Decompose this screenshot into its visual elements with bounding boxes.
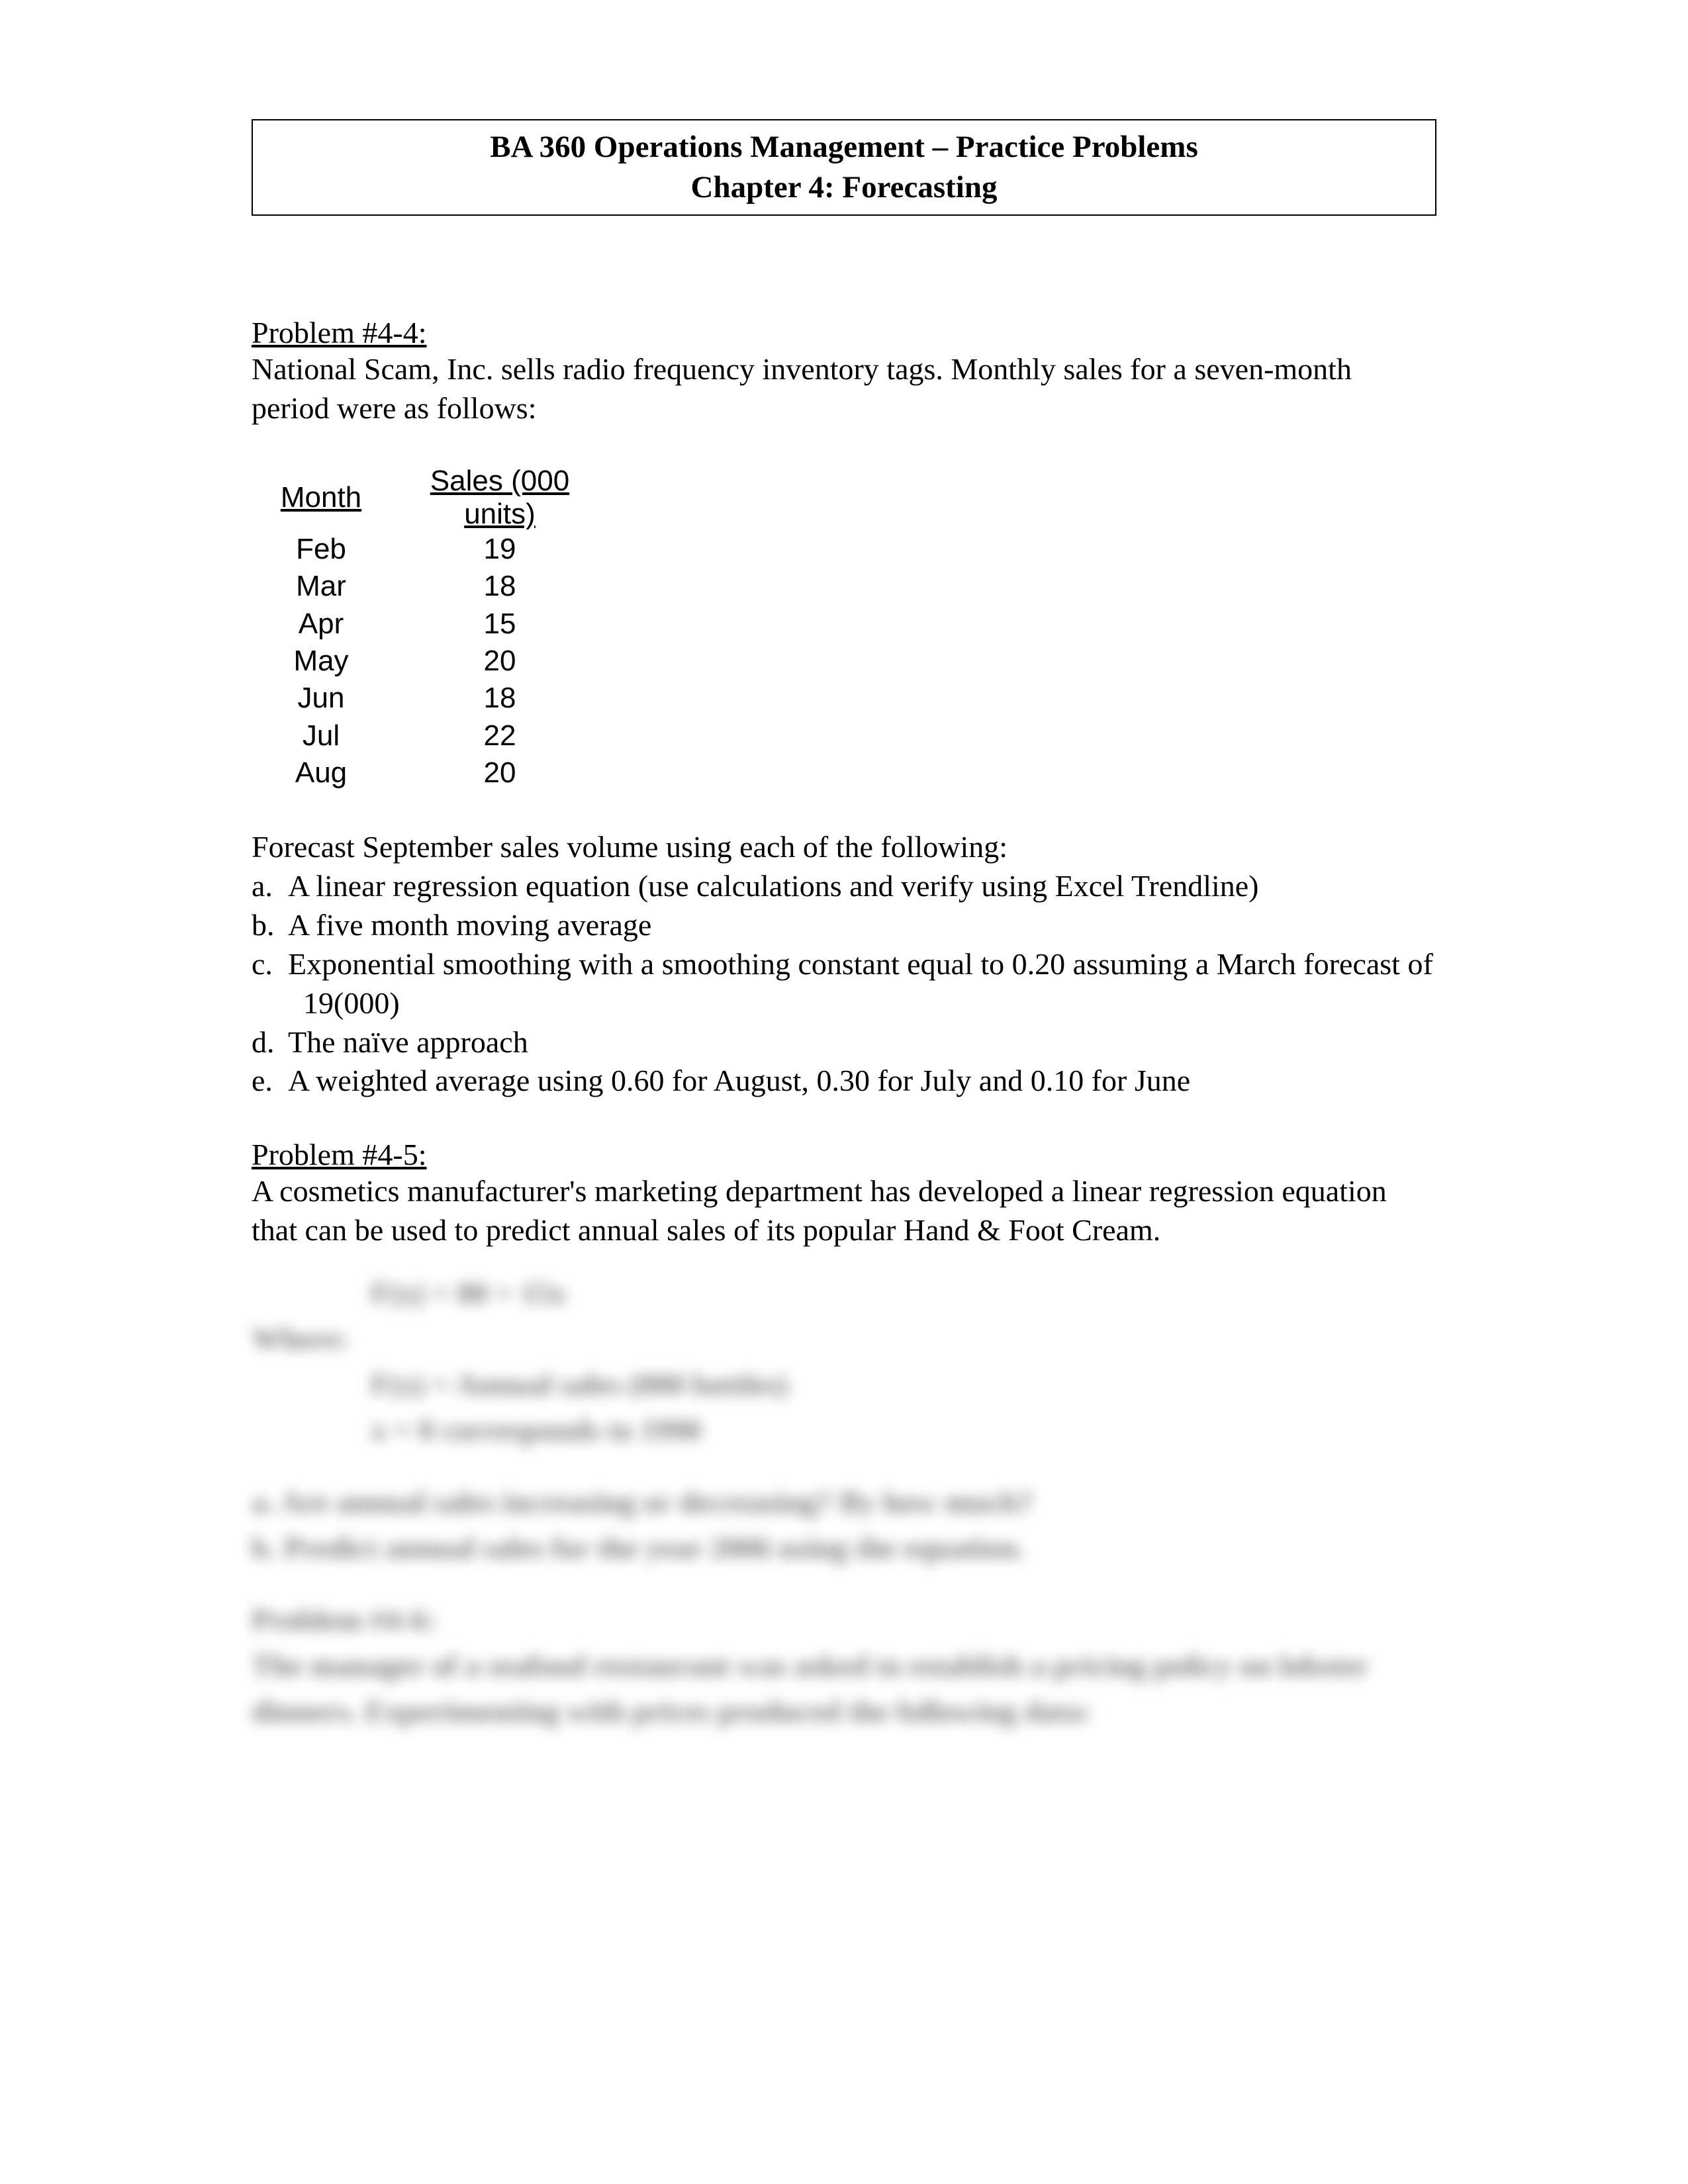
list-marker: c. bbox=[252, 945, 288, 984]
blurred-text: x = 0 corresponds to 1990 bbox=[371, 1407, 1436, 1453]
list-text: A linear regression equation (use calcul… bbox=[288, 869, 1259, 903]
table-row: Jun 18 bbox=[271, 680, 629, 717]
blurred-text: F(x) = 80 + 15x bbox=[371, 1270, 1436, 1316]
blurred-text: F(x) = Annual sales (000 bottles) bbox=[371, 1361, 1436, 1407]
title-box: BA 360 Operations Management – Practice … bbox=[252, 119, 1436, 216]
document-page: BA 360 Operations Management – Practice … bbox=[0, 0, 1688, 1734]
blurred-preview-region: F(x) = 80 + 15x Where: F(x) = Annual sal… bbox=[252, 1270, 1436, 1734]
list-text: A weighted average using 0.60 for August… bbox=[288, 1064, 1190, 1097]
sales-table: Month Sales (000 units) Feb 19 Mar 18 Ap… bbox=[271, 465, 629, 792]
table-header-month: Month bbox=[271, 465, 391, 531]
table-row: Apr 15 bbox=[271, 606, 629, 643]
cell-sales: 19 bbox=[391, 531, 629, 568]
table-header-row: Month Sales (000 units) bbox=[271, 465, 629, 531]
problem-4-4-list: a.A linear regression equation (use calc… bbox=[252, 867, 1436, 1101]
cell-month: Apr bbox=[271, 606, 391, 643]
list-marker: e. bbox=[252, 1062, 288, 1101]
blurred-text: Where: bbox=[252, 1316, 1436, 1361]
problem-4-5-intro: A cosmetics manufacturer's marketing dep… bbox=[252, 1172, 1436, 1250]
cell-sales: 20 bbox=[391, 643, 629, 680]
cell-month: Jul bbox=[271, 717, 391, 754]
list-marker: a. bbox=[252, 867, 288, 906]
table-row: May 20 bbox=[271, 643, 629, 680]
list-item: d.The naïve approach bbox=[252, 1023, 1436, 1062]
problem-4-5-heading: Problem #4-5: bbox=[252, 1137, 1436, 1172]
problem-4-4-instruction: Forecast September sales volume using ea… bbox=[252, 828, 1436, 867]
cell-month: Aug bbox=[271, 754, 391, 792]
problem-4-4-heading: Problem #4-4: bbox=[252, 315, 1436, 350]
blurred-text: a. Are annual sales increasing or decrea… bbox=[252, 1479, 1436, 1525]
list-item: b.A five month moving average bbox=[252, 906, 1436, 945]
blurred-text: b. Predict annual sales for the year 200… bbox=[252, 1525, 1436, 1570]
cell-month: Mar bbox=[271, 568, 391, 605]
list-text: The naïve approach bbox=[288, 1025, 528, 1059]
problem-4-4-intro: National Scam, Inc. sells radio frequenc… bbox=[252, 350, 1436, 428]
list-marker: b. bbox=[252, 906, 288, 945]
list-item: e.A weighted average using 0.60 for Augu… bbox=[252, 1062, 1436, 1101]
cell-sales: 15 bbox=[391, 606, 629, 643]
list-text: A five month moving average bbox=[288, 908, 651, 942]
cell-month: Feb bbox=[271, 531, 391, 568]
cell-month: May bbox=[271, 643, 391, 680]
cell-month: Jun bbox=[271, 680, 391, 717]
table-row: Feb 19 bbox=[271, 531, 629, 568]
list-text: Exponential smoothing with a smoothing c… bbox=[288, 947, 1433, 1020]
list-marker: d. bbox=[252, 1023, 288, 1062]
blurred-text: Problem #4-6: bbox=[252, 1597, 1436, 1643]
cell-sales: 18 bbox=[391, 680, 629, 717]
problem-4-5: Problem #4-5: A cosmetics manufacturer's… bbox=[252, 1137, 1436, 1250]
cell-sales: 22 bbox=[391, 717, 629, 754]
title-line-1: BA 360 Operations Management – Practice … bbox=[266, 127, 1422, 167]
cell-sales: 18 bbox=[391, 568, 629, 605]
table-row: Mar 18 bbox=[271, 568, 629, 605]
table-row: Aug 20 bbox=[271, 754, 629, 792]
list-item: a.A linear regression equation (use calc… bbox=[252, 867, 1436, 906]
title-line-2: Chapter 4: Forecasting bbox=[266, 167, 1422, 208]
list-item: c.Exponential smoothing with a smoothing… bbox=[252, 945, 1436, 1023]
table-row: Jul 22 bbox=[271, 717, 629, 754]
problem-4-4: Problem #4-4: National Scam, Inc. sells … bbox=[252, 315, 1436, 1101]
cell-sales: 20 bbox=[391, 754, 629, 792]
blurred-text: The manager of a seafood restaurant was … bbox=[252, 1643, 1436, 1734]
table-header-sales: Sales (000 units) bbox=[391, 465, 629, 531]
